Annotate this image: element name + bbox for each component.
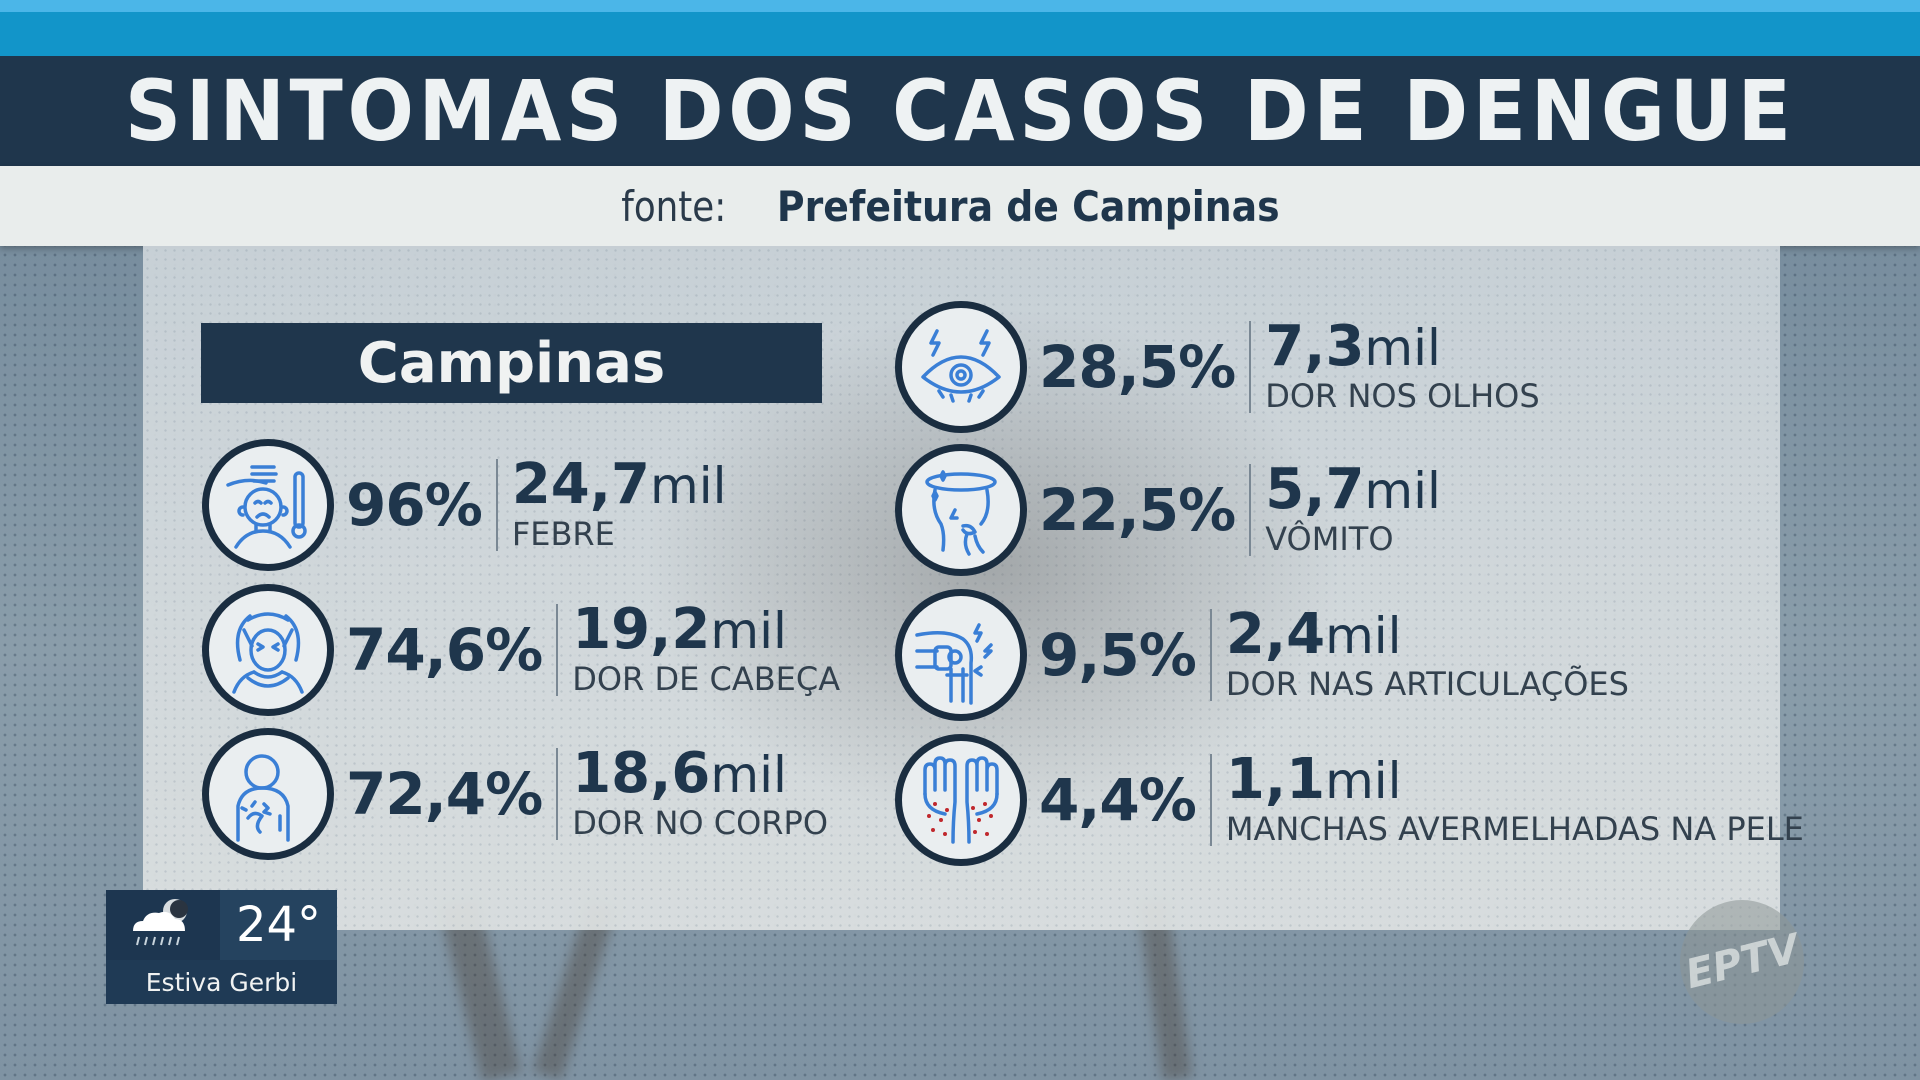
source-band: fonte: Prefeitura de Campinas xyxy=(0,166,1920,246)
divider xyxy=(1249,464,1252,556)
eye-pain-icon xyxy=(895,301,1027,433)
symptom-item-body-pain: 72,4% 18,6mil DOR NO CORPO xyxy=(202,728,828,860)
symptom-unit: mil xyxy=(1325,752,1402,811)
symptom-percent: 28,5% xyxy=(1039,333,1236,401)
symptom-item-skin-rash: 4,4% 1,1mil MANCHAS AVERMELHADAS NA PELE xyxy=(895,734,1804,866)
vomit-icon xyxy=(895,444,1027,576)
divider xyxy=(556,748,559,840)
symptom-count: 19,2 xyxy=(572,597,711,663)
weather-city: Estiva Gerbi xyxy=(145,967,298,997)
title-band: SINTOMAS DOS CASOS DE DENGUE xyxy=(0,56,1920,166)
symptom-count: 5,7 xyxy=(1265,457,1365,523)
symptom-unit: mil xyxy=(710,746,787,805)
city-header: Campinas xyxy=(201,323,822,403)
rain-night-icon xyxy=(123,895,203,955)
divider xyxy=(1209,754,1212,846)
symptom-percent: 4,4% xyxy=(1039,766,1197,834)
symptom-unit: mil xyxy=(1364,319,1441,378)
symptom-percent: 22,5% xyxy=(1039,476,1236,544)
logo-text: EPTV xyxy=(1680,925,1804,999)
symptom-label: DOR NO CORPO xyxy=(572,804,828,843)
symptom-count: 2,4 xyxy=(1225,602,1326,668)
symptom-count: 1,1 xyxy=(1225,747,1326,813)
symptom-label: VÔMITO xyxy=(1265,520,1394,559)
symptom-item-vomit: 22,5% 5,7mil VÔMITO xyxy=(895,444,1441,576)
source-value: Prefeitura de Campinas xyxy=(777,181,1281,231)
symptom-unit: mil xyxy=(710,602,787,661)
symptom-label: MANCHAS AVERMELHADAS NA PELE xyxy=(1225,810,1804,849)
symptom-percent: 74,6% xyxy=(346,616,543,684)
skin-rash-icon xyxy=(895,734,1027,866)
symptom-unit: mil xyxy=(650,457,727,516)
eptv-logo: EPTV xyxy=(1680,900,1804,1024)
symptom-item-eye-pain: 28,5% 7,3mil DOR NOS OLHOS xyxy=(895,301,1540,433)
divider xyxy=(1209,609,1212,701)
symptom-label: DOR DE CABEÇA xyxy=(572,660,841,699)
divider xyxy=(556,604,559,696)
symptom-label: DOR NOS OLHOS xyxy=(1265,377,1540,416)
city-label: Campinas xyxy=(357,330,666,396)
symptom-unit: mil xyxy=(1364,462,1441,521)
symptom-item-joint-pain: 9,5% 2,4mil DOR NAS ARTICULAÇÕES xyxy=(895,589,1629,721)
symptom-count: 24,7 xyxy=(511,452,650,518)
page-title: SINTOMAS DOS CASOS DE DENGUE xyxy=(124,62,1796,160)
symptom-percent: 9,5% xyxy=(1039,621,1197,689)
symptom-percent: 72,4% xyxy=(346,760,543,828)
headache-icon xyxy=(202,584,334,716)
fever-icon xyxy=(202,439,334,571)
divider xyxy=(495,459,498,551)
joint-pain-icon xyxy=(895,589,1027,721)
symptom-item-fever: 96% 24,7mil FEBRE xyxy=(202,439,727,571)
symptom-label: DOR NAS ARTICULAÇÕES xyxy=(1225,665,1629,704)
body-pain-icon xyxy=(202,728,334,860)
symptom-count: 7,3 xyxy=(1265,314,1365,380)
weather-widget: 24° Estiva Gerbi xyxy=(106,890,337,1004)
symptom-unit: mil xyxy=(1325,607,1402,666)
divider xyxy=(1249,321,1252,413)
symptom-percent: 96% xyxy=(346,471,483,539)
weather-temperature: 24° xyxy=(235,897,322,953)
symptom-label: FEBRE xyxy=(511,515,615,554)
top-band xyxy=(0,12,1920,56)
source-label: fonte: xyxy=(621,181,727,231)
symptom-count: 18,6 xyxy=(572,741,711,807)
symptom-item-headache: 74,6% 19,2mil DOR DE CABEÇA xyxy=(202,584,840,716)
top-stripe xyxy=(0,0,1920,12)
